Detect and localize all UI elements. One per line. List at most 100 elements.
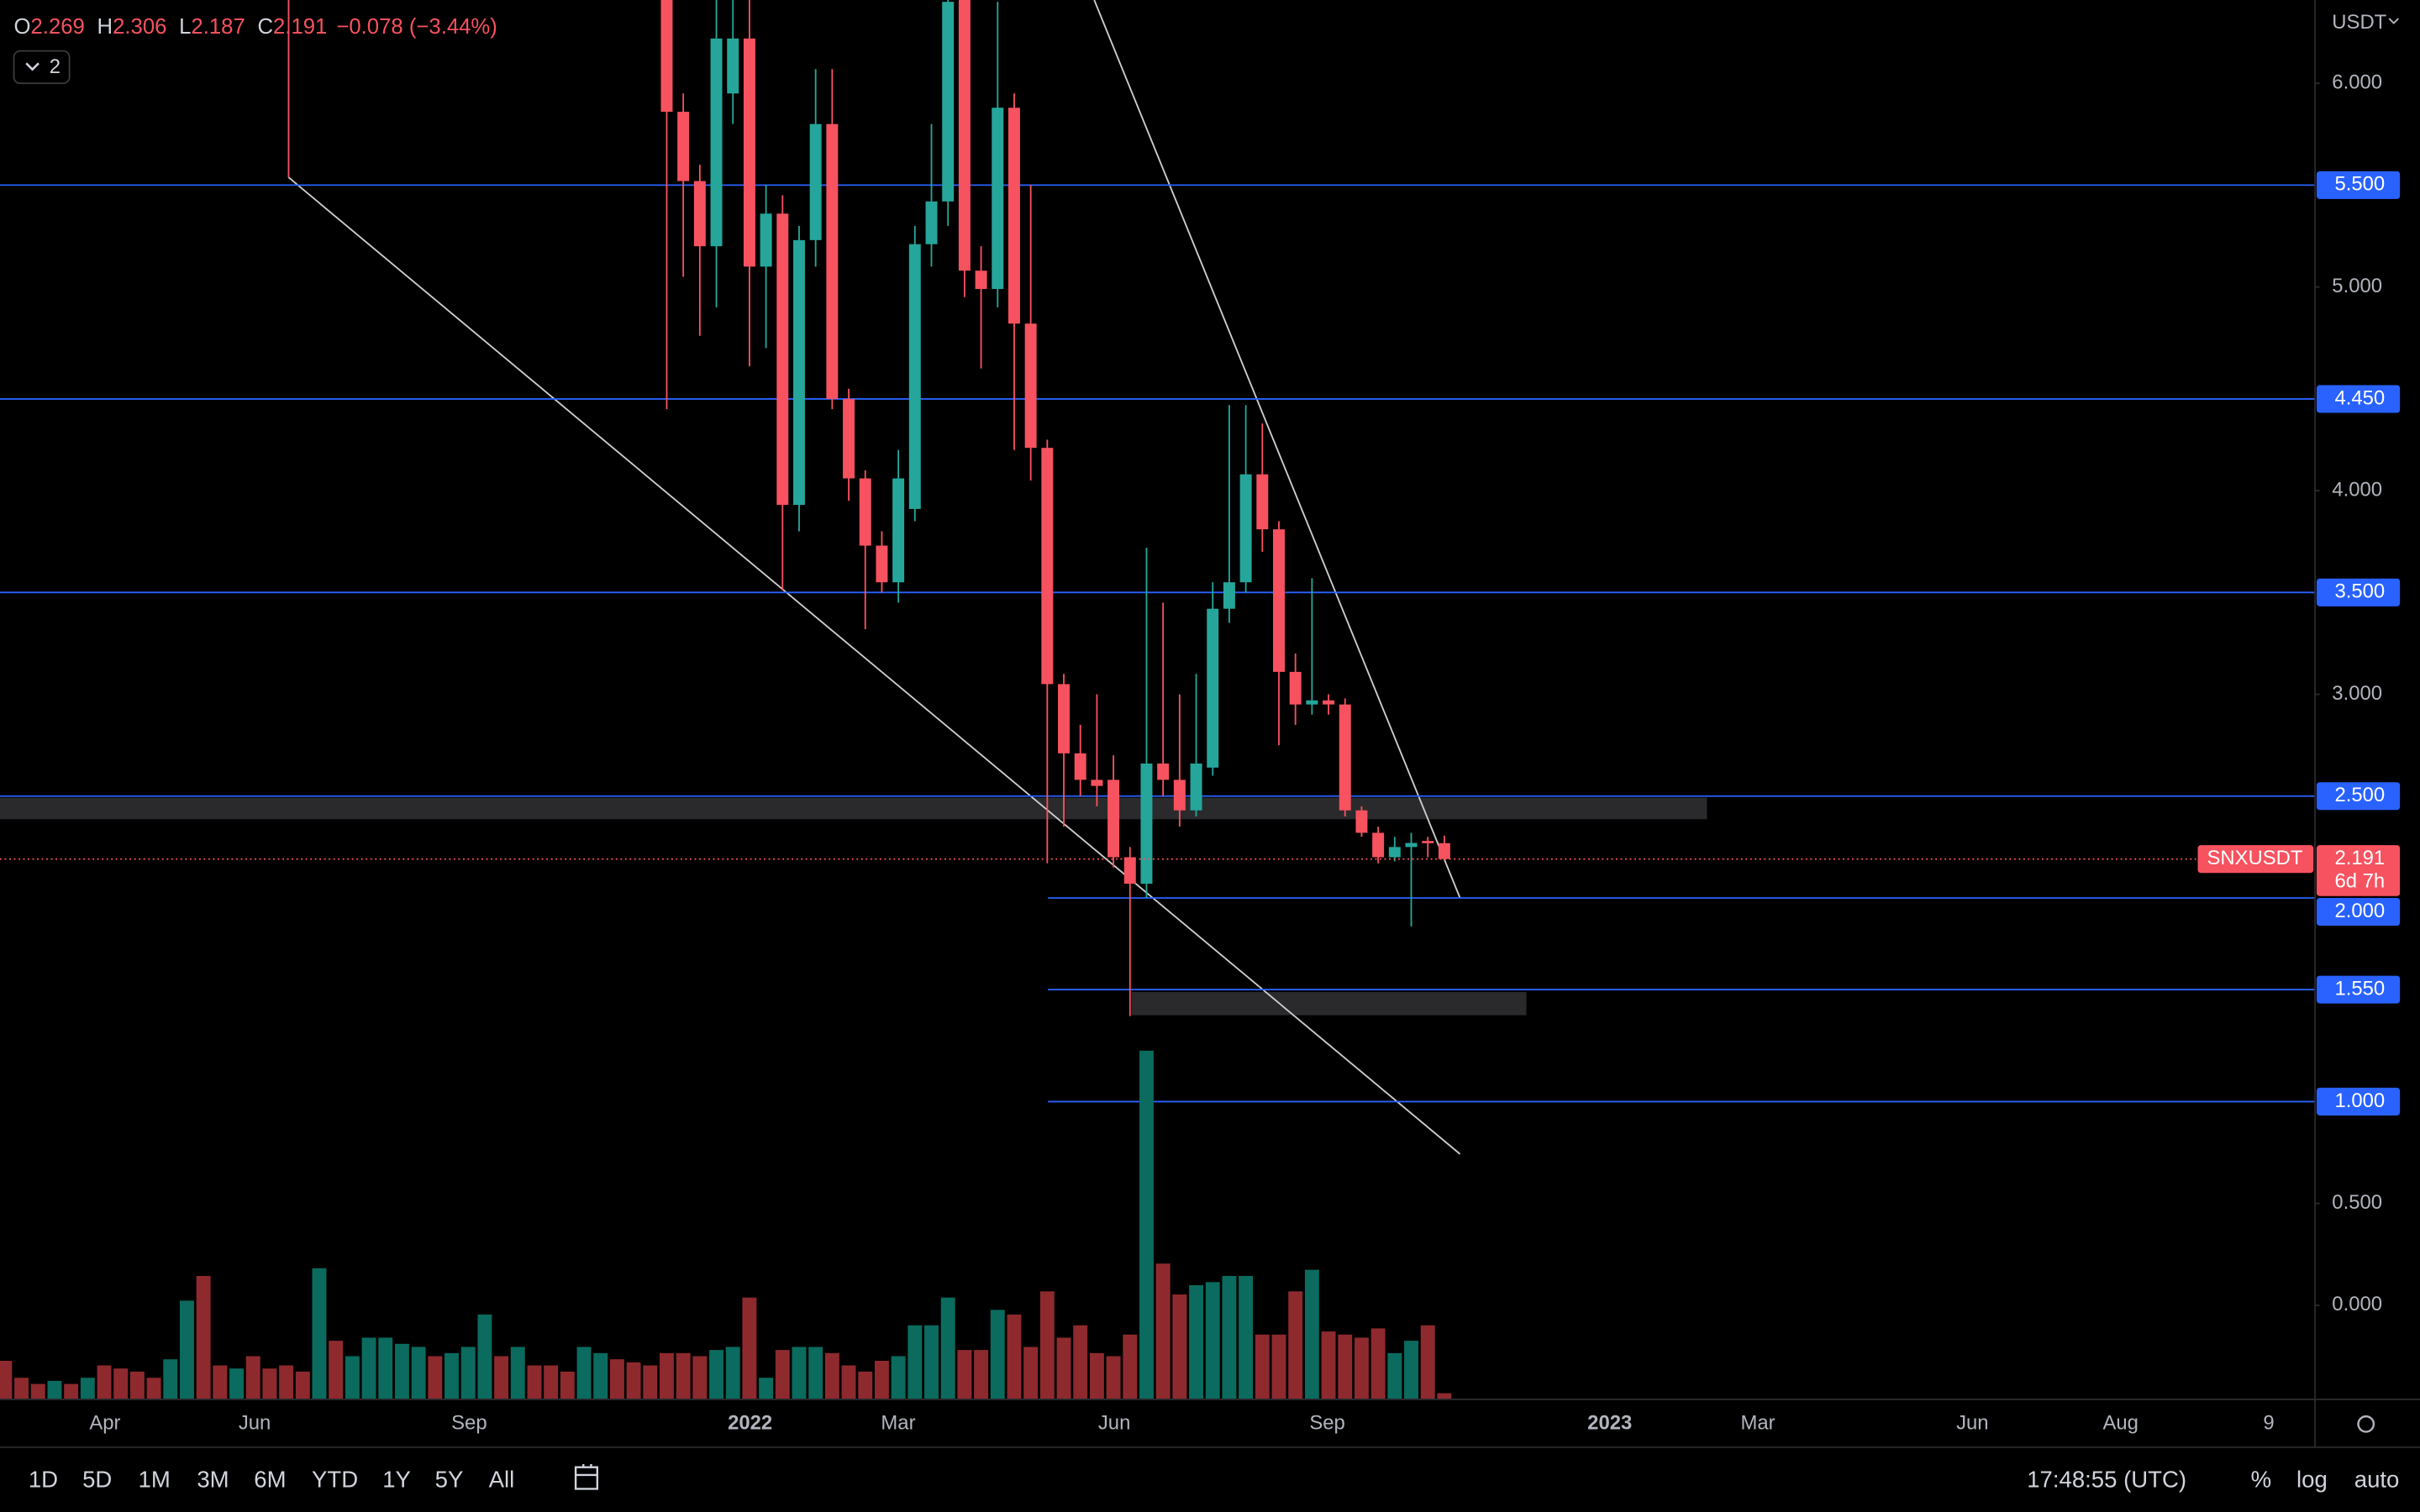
range-button[interactable]: All <box>489 1467 515 1493</box>
volume-bar <box>1073 1325 1088 1399</box>
symbol-label: SNXUSDT <box>2207 847 2302 869</box>
volume-bar <box>1056 1337 1071 1399</box>
volume-bar <box>593 1352 608 1399</box>
date-range-icon[interactable] <box>574 1464 599 1490</box>
volume-bar <box>1155 1263 1171 1399</box>
candle-body <box>1372 832 1385 858</box>
level-label: 1.000 <box>2335 1089 2386 1112</box>
volume-bar <box>445 1352 459 1399</box>
level-label: 2.000 <box>2335 900 2386 922</box>
candle-body <box>1207 608 1219 768</box>
volume-bar <box>576 1347 592 1399</box>
level-label: 4.450 <box>2335 386 2386 409</box>
volume-bar <box>1139 1050 1154 1399</box>
percent-toggle[interactable]: % <box>2251 1467 2272 1493</box>
candle-body <box>660 0 673 113</box>
volume-bar <box>14 1378 29 1399</box>
x-tick-label: Sep <box>1309 1412 1344 1435</box>
x-tick-label: Jun <box>1956 1412 1988 1435</box>
candle-body <box>793 239 805 506</box>
volume-bar <box>1189 1285 1203 1399</box>
level-label-box <box>2316 171 2401 199</box>
volume-bar <box>80 1378 95 1399</box>
range-button[interactable]: 5D <box>82 1467 112 1493</box>
volume-bar <box>1239 1275 1254 1399</box>
y-tick-label: 0.000 <box>2332 1293 2382 1315</box>
candle-body <box>942 2 955 202</box>
volume-bar <box>1387 1352 1402 1399</box>
candle-body <box>1422 841 1434 843</box>
zone <box>0 797 1707 820</box>
volume-bar <box>1321 1331 1336 1399</box>
volume-bar <box>527 1365 542 1399</box>
range-button[interactable]: 1D <box>29 1467 58 1493</box>
volume-bar <box>940 1297 955 1399</box>
badge[interactable] <box>13 50 71 85</box>
currency[interactable]: USDT <box>2332 11 2386 34</box>
volume-bar <box>146 1378 161 1399</box>
volume-bar <box>1271 1334 1286 1399</box>
volume-bar <box>47 1380 62 1399</box>
candle-body <box>1140 763 1153 885</box>
candle-body <box>1024 323 1037 449</box>
volume-bar <box>196 1275 211 1399</box>
range-button[interactable]: YTD <box>312 1467 358 1493</box>
volume-bar <box>345 1356 360 1399</box>
volume-bar <box>858 1371 873 1399</box>
indicator-count[interactable]: 2 <box>50 55 60 78</box>
candle-body <box>925 201 938 244</box>
value: 2.269 <box>31 15 85 39</box>
chevron-icon <box>2388 18 2399 24</box>
auto-toggle[interactable]: auto <box>2354 1467 2400 1493</box>
range-button[interactable]: 1M <box>139 1467 171 1493</box>
level-label: 1.550 <box>2335 977 2386 1000</box>
candle-body <box>1355 810 1368 833</box>
volume-bar <box>874 1361 889 1399</box>
volume-bar <box>229 1368 244 1399</box>
volume-bar <box>643 1365 658 1399</box>
range-button[interactable]: 6M <box>254 1467 286 1493</box>
volume-bar <box>1437 1393 1452 1399</box>
chevron-icon[interactable] <box>25 62 39 71</box>
volume-bar <box>792 1347 807 1399</box>
volume-bar <box>329 1341 344 1399</box>
indicator-toggle[interactable]: 2 <box>13 50 71 85</box>
volume-bar <box>742 1297 757 1399</box>
volume-bar <box>180 1300 194 1399</box>
volume-bar <box>378 1337 393 1399</box>
x-tick-label: Jun <box>239 1412 271 1435</box>
range-button[interactable]: 3M <box>197 1467 229 1493</box>
volume-bar <box>759 1378 774 1399</box>
range-button[interactable]: 1Y <box>382 1467 411 1493</box>
value: 2.191 <box>273 15 327 39</box>
change: −0.078 (−3.44%) <box>336 15 497 39</box>
volume-bar <box>609 1359 624 1399</box>
candle-body <box>1091 780 1103 786</box>
level-label-box <box>2316 578 2401 606</box>
x-tick-label: Aug <box>2102 1412 2138 1435</box>
candle-body <box>859 478 871 546</box>
y-tick-label: 3.000 <box>2332 682 2382 705</box>
volume-bar <box>477 1314 492 1399</box>
candle-body <box>760 213 772 267</box>
candle-body <box>1323 700 1335 705</box>
candle-body <box>1107 780 1120 858</box>
candle-body <box>1256 474 1269 530</box>
volume-bar <box>428 1356 443 1399</box>
settings-icon[interactable] <box>2357 1415 2375 1433</box>
volume-bar <box>692 1356 708 1399</box>
volume-bar <box>725 1347 740 1399</box>
candle-body <box>876 545 888 583</box>
label: C <box>257 15 273 39</box>
candle-body <box>958 0 971 271</box>
candle-body <box>1074 753 1086 780</box>
range-button[interactable]: 5Y <box>435 1467 464 1493</box>
volume-bar <box>1039 1291 1055 1399</box>
candle-body <box>975 270 987 290</box>
log-toggle[interactable]: log <box>2296 1467 2328 1493</box>
level-label-box <box>2316 385 2401 413</box>
volume-bar <box>1370 1328 1386 1399</box>
candle-body <box>727 38 739 94</box>
candle-body <box>1041 448 1054 685</box>
candle-body <box>1007 108 1020 324</box>
